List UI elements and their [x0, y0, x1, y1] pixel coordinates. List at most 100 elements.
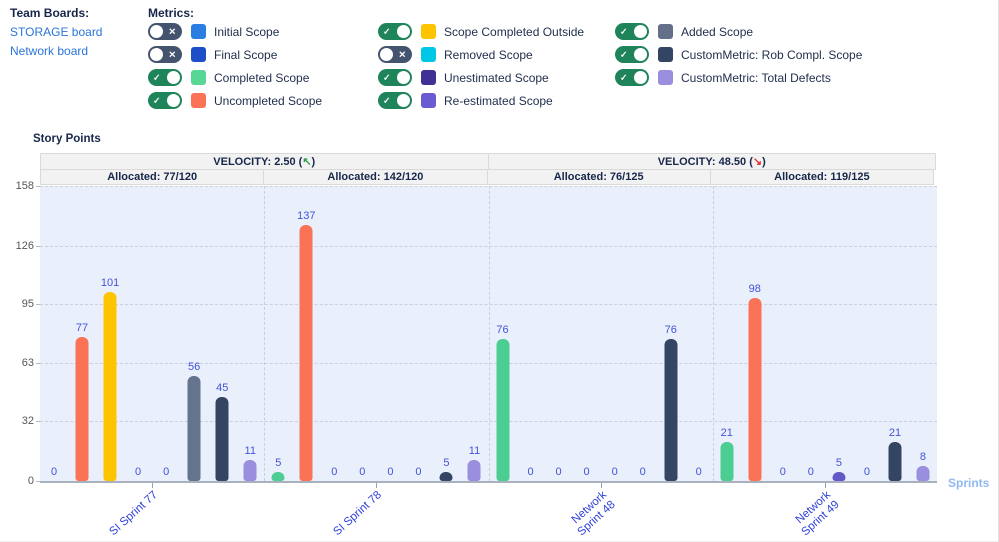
toggle-knob: [634, 25, 647, 38]
x-icon: ✕: [168, 26, 176, 36]
toggle-knob: [397, 25, 410, 38]
board-link-storage[interactable]: STORAGE board: [10, 25, 103, 39]
bar-slot: 0: [320, 186, 348, 481]
bar-value-label: 21: [720, 427, 733, 439]
x-axis-label: Network Sprint 48: [569, 489, 618, 539]
team-boards-title: Team Boards:: [10, 6, 90, 20]
bar-value-label: 0: [50, 466, 58, 478]
y-tick-mark: [36, 421, 40, 423]
bar-slot: 0: [797, 186, 825, 481]
bar: [916, 466, 930, 481]
bar-slot: 76: [657, 186, 685, 481]
bar-slot: 0: [152, 186, 180, 481]
metrics-column: ✕ Initial Scope ✕ Final Scope ✓ Completed Sco…: [148, 23, 378, 115]
metric-color-swatch: [421, 24, 436, 39]
toggle-knob: [150, 25, 163, 38]
metric-color-swatch: [658, 70, 673, 85]
bar-slot: 45: [208, 186, 236, 481]
metric-toggle[interactable]: ✕: [148, 46, 182, 63]
metric-label: Initial Scope: [214, 24, 280, 39]
metric-toggle[interactable]: ✓: [615, 46, 649, 63]
bar-value-label: 0: [415, 466, 422, 478]
bar-slot: 0: [404, 186, 432, 481]
bar: [103, 292, 117, 481]
metric-row: ✓ Re-estimated Scope: [378, 92, 615, 109]
sprint-group: 5 137 0 0 0 0 5 11: [264, 186, 488, 481]
sprint-group: 0 77 101 0 0 56 45 11: [40, 186, 264, 481]
metric-row: ✓ Completed Scope: [148, 69, 378, 86]
metric-toggle[interactable]: ✓: [148, 92, 182, 109]
bar-value-label: 0: [163, 466, 170, 478]
team-boards-section: Team Boards: STORAGE board Network board: [10, 6, 102, 58]
metric-color-swatch: [191, 47, 206, 62]
x-axis-label: SI Sprint 78: [331, 489, 385, 539]
bar-value-label: 0: [695, 466, 702, 478]
metric-row: ✕ Removed Scope: [378, 46, 615, 63]
toggle-knob: [167, 94, 180, 107]
metric-label: CustomMetric: Rob Compl. Scope: [681, 47, 863, 62]
bar-slot: 101: [96, 186, 124, 481]
toggle-knob: [634, 48, 647, 61]
metric-toggle[interactable]: ✓: [148, 69, 182, 86]
metric-toggle[interactable]: ✓: [378, 23, 412, 40]
metric-row: ✓ Scope Completed Outside: [378, 23, 615, 40]
bar-value-label: 5: [835, 457, 842, 469]
bar: [439, 472, 453, 481]
allocated-row: Allocated: 77/120 Allocated: 142/120 Alloc…: [40, 169, 937, 185]
metric-toggle[interactable]: ✓: [378, 69, 412, 86]
sprint-group: 76 0 0 0 0 0 76 0: [489, 186, 713, 481]
metric-color-swatch: [421, 93, 436, 108]
bar-value-label: 0: [331, 466, 338, 478]
y-tick-label: 0: [27, 475, 34, 487]
x-axis-label: Network Sprint 49: [793, 489, 842, 539]
metric-color-swatch: [421, 70, 436, 85]
metric-toggle[interactable]: ✓: [615, 69, 649, 86]
metric-toggle[interactable]: ✓: [615, 23, 649, 40]
metric-label: Scope Completed Outside: [444, 24, 585, 39]
velocity-cell: VELOCITY: 2.50 (↖): [40, 153, 489, 170]
y-tick-label: 126: [15, 239, 34, 252]
bar: [720, 442, 734, 481]
bar-value-label: 11: [244, 445, 256, 457]
board-links: STORAGE board Network board: [10, 25, 102, 58]
y-tick-label: 32: [21, 415, 34, 428]
metric-toggle[interactable]: ✓: [378, 92, 412, 109]
metric-color-swatch: [191, 93, 206, 108]
allocated-cell: Allocated: 119/125: [709, 169, 934, 185]
bar-value-label: 0: [863, 466, 870, 478]
x-tick-mark: [824, 483, 826, 488]
bar-slot: 21: [881, 186, 909, 481]
bar-slot: 0: [685, 186, 713, 481]
allocated-cell: Allocated: 76/125: [486, 169, 711, 185]
board-link-network[interactable]: Network board: [10, 44, 89, 58]
plot-area: 0 77 101 0 0 56 45 11 5 137 0 0 0 0 5 11 76 0 0 0 0 0 76 0 21 98 0…: [40, 186, 937, 483]
metric-label: Completed Scope: [214, 70, 310, 85]
x-tick-mark: [152, 483, 154, 488]
toggle-knob: [634, 71, 647, 84]
metric-color-swatch: [421, 47, 436, 62]
bar-slot: 76: [489, 186, 517, 481]
check-icon: ✓: [153, 95, 161, 105]
bar-value-label: 0: [779, 466, 786, 478]
metric-color-swatch: [191, 24, 206, 39]
allocated-cell: Allocated: 142/120: [263, 169, 488, 185]
bar: [748, 298, 762, 481]
x-icon: ✕: [168, 49, 176, 59]
metric-toggle[interactable]: ✕: [378, 46, 412, 63]
bar-value-label: 0: [807, 466, 814, 478]
bar-slot: 0: [601, 186, 629, 481]
bar-slot: 11: [236, 186, 264, 481]
metric-toggle[interactable]: ✕: [148, 23, 182, 40]
bar-value-label: 76: [664, 324, 677, 336]
metric-color-swatch: [658, 47, 673, 62]
y-tick-mark: [36, 186, 40, 187]
x-icon: ✕: [398, 49, 406, 59]
metric-label: Unestimated Scope: [444, 70, 549, 85]
y-tick-label: 95: [21, 297, 34, 310]
check-icon: ✓: [383, 26, 391, 36]
bar: [243, 460, 257, 481]
bar-slot: 21: [713, 186, 741, 481]
metric-row: ✕ Initial Scope: [148, 23, 378, 40]
bar-slot: 0: [40, 186, 68, 481]
